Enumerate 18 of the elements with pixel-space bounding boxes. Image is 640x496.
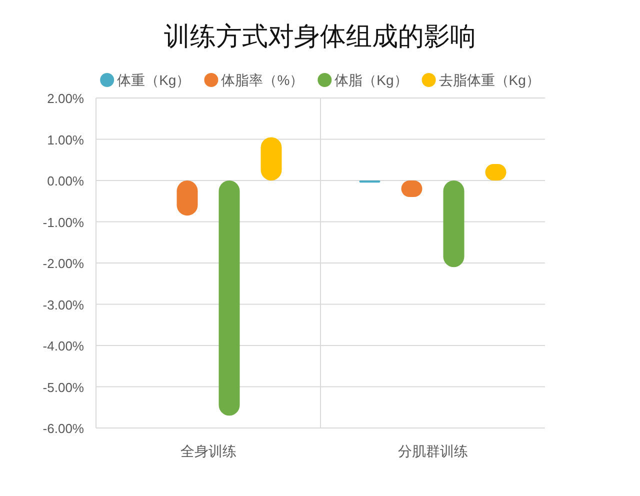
y-tick-label: -2.00% xyxy=(42,256,84,271)
y-tick-label: -4.00% xyxy=(42,338,84,354)
legend-label: 去脂体重（Kg） xyxy=(438,72,540,88)
y-tick-label: 2.00% xyxy=(47,91,84,106)
legend-label: 体脂（Kg） xyxy=(334,72,408,88)
bar xyxy=(443,180,464,268)
y-tick-label: 0.00% xyxy=(47,174,84,188)
y-tick-label: -6.00% xyxy=(42,421,84,436)
y-tick-label: 1.00% xyxy=(47,132,84,148)
y-tick-label: -5.00% xyxy=(42,380,84,395)
x-tick-label: 全身训练 xyxy=(180,443,236,459)
y-tick-label: -3.00% xyxy=(42,297,84,312)
y-tick-label: -1.00% xyxy=(42,214,84,230)
x-tick-label: 分肌群训练 xyxy=(398,443,468,459)
legend-label: 体重（Kg） xyxy=(117,72,190,88)
legend-label: 体脂率（%） xyxy=(221,72,304,88)
bar xyxy=(218,180,240,416)
chart-title: 训练方式对身体组成的影响 xyxy=(164,21,476,51)
